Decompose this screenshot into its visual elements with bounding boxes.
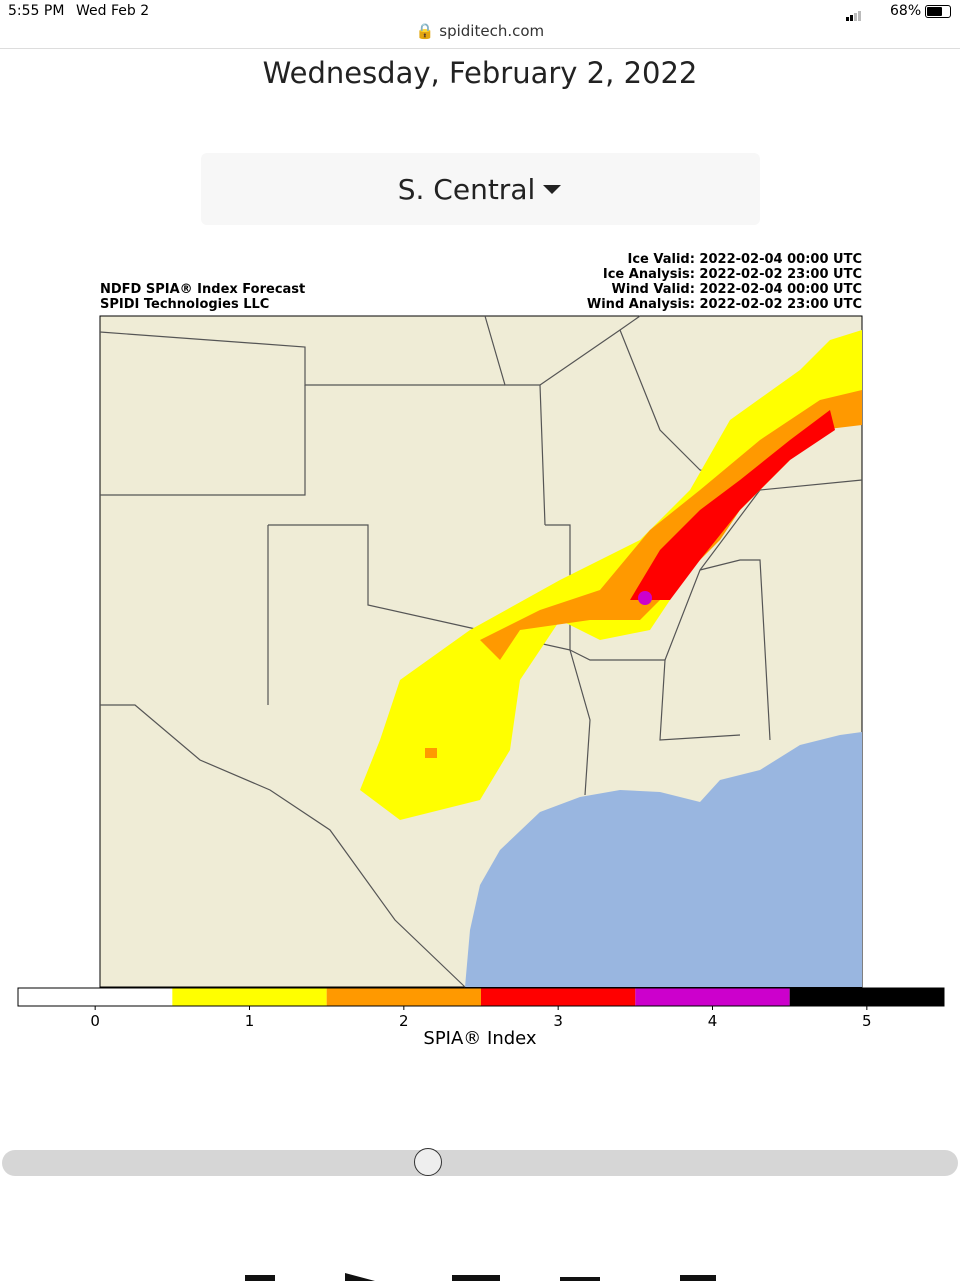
valid-line: Wind Valid: 2022-02-04 00:00 UTC	[612, 282, 863, 297]
colorbar-segment	[635, 988, 790, 1006]
valid-line: Ice Valid: 2022-02-04 00:00 UTC	[627, 252, 862, 267]
colorbar-segment	[172, 988, 327, 1006]
colorbar-tick-label: 1	[245, 1012, 255, 1030]
colorbar-segment	[18, 988, 173, 1006]
region-dropdown[interactable]: S. Central	[201, 153, 760, 225]
map-figure: Ice Valid: 2022-02-04 00:00 UTC Ice Anal…	[17, 252, 945, 1049]
slider-knob[interactable]	[414, 1148, 442, 1176]
battery-percent: 68%	[890, 3, 922, 19]
colorbar-frame	[17, 987, 945, 1007]
divider	[0, 48, 960, 49]
valid-line: Wind Analysis: 2022-02-02 23:00 UTC	[587, 297, 862, 312]
battery-icon	[925, 5, 951, 18]
colorbar-segment	[789, 988, 944, 1006]
colorbar: 0 1 2 3 4 5	[17, 987, 945, 1030]
ice-forecast	[360, 330, 862, 820]
signal-icon	[846, 6, 862, 21]
colorbar-tick-label: 5	[862, 1012, 872, 1030]
colorbar-tick-label: 3	[553, 1012, 563, 1030]
media-controls	[0, 1266, 960, 1281]
map-area	[99, 315, 863, 988]
colorbar-tick-label: 0	[90, 1012, 100, 1030]
colorbar-segment	[481, 988, 636, 1006]
colorbar-tick-label: 2	[399, 1012, 409, 1030]
map-source: SPIDI Technologies LLC	[100, 297, 269, 312]
url-bar[interactable]: 🔒 spiditech.com	[415, 22, 545, 40]
map-title: NDFD SPIA® Index Forecast	[100, 282, 305, 297]
date-heading: Wednesday, February 2, 2022	[262, 56, 698, 90]
status-date: Wed Feb 2	[76, 3, 150, 19]
url: spiditech.com	[439, 22, 545, 40]
dropdown-label: S. Central	[397, 172, 536, 206]
colorbar-label: SPIA® Index	[423, 1028, 537, 1049]
colorbar-tick-label: 4	[708, 1012, 718, 1030]
colorbar-segment	[326, 988, 481, 1006]
status-time: 5:55 PM	[8, 3, 65, 19]
valid-line: Ice Analysis: 2022-02-02 23:00 UTC	[603, 267, 862, 282]
slider-track[interactable]	[2, 1150, 958, 1176]
